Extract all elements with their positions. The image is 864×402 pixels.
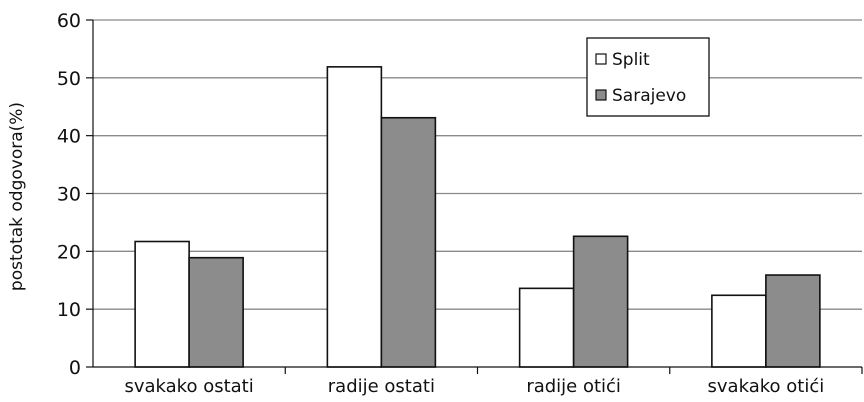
legend: Split Sarajevo bbox=[586, 37, 710, 117]
bar-sarajevo-2 bbox=[380, 116, 437, 368]
y-tick-label: 10 bbox=[57, 299, 81, 321]
x-category-labels: svakako ostati radije ostati radije otići s… bbox=[124, 367, 863, 397]
bar-sarajevo-4 bbox=[765, 274, 821, 368]
y-axis-title: postotak odgovora(%) bbox=[7, 102, 27, 291]
legend-swatch-split bbox=[595, 53, 607, 65]
x-category-label: radije ostati bbox=[328, 376, 435, 397]
y-tick-label: 0 bbox=[69, 357, 81, 379]
y-tick-label: 20 bbox=[57, 241, 81, 263]
bar-sarajevo-1 bbox=[188, 256, 244, 368]
bar-split-4 bbox=[711, 294, 767, 368]
legend-box bbox=[586, 37, 710, 117]
legend-swatch-sarajevo bbox=[595, 89, 607, 101]
y-tick-label: 40 bbox=[57, 126, 81, 148]
x-category-label: svakako otići bbox=[708, 376, 825, 397]
bar-split-1 bbox=[134, 240, 190, 368]
y-tick-labels: 0 10 20 30 40 50 60 bbox=[57, 10, 93, 379]
x-category-label: radije otići bbox=[526, 376, 621, 397]
x-category-label: svakako ostati bbox=[124, 376, 253, 397]
bar-split-3 bbox=[518, 287, 575, 368]
y-tick-label: 60 bbox=[57, 10, 81, 32]
legend-label-split: Split bbox=[612, 50, 650, 70]
bars bbox=[134, 66, 821, 368]
y-tick-label: 30 bbox=[57, 184, 81, 206]
bar-split-2 bbox=[326, 66, 383, 368]
y-tick-label: 50 bbox=[57, 68, 81, 90]
bar-sarajevo-3 bbox=[572, 235, 629, 368]
legend-label-sarajevo: Sarajevo bbox=[612, 86, 686, 106]
